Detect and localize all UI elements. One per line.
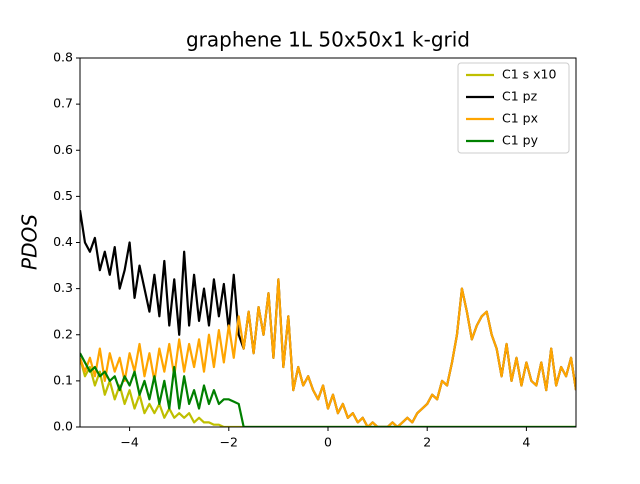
legend-label: C1 pz [502, 89, 538, 104]
y-tick-label: 0.8 [53, 50, 73, 65]
y-tick-label: 0.7 [53, 96, 73, 111]
legend-box [457, 62, 570, 154]
y-tick-label: 0.5 [53, 188, 73, 203]
y-tick-label: 0.4 [53, 234, 73, 249]
x-tick-label: −2 [220, 435, 238, 450]
legend-label: C1 py [502, 133, 539, 148]
x-tick-label: 4 [522, 435, 530, 450]
plot-frame [79, 57, 577, 428]
x-tick-label: −4 [120, 435, 138, 450]
legend-label: C1 s x10 [502, 67, 556, 82]
x-tick-label: 2 [423, 435, 431, 450]
line-series [80, 278, 576, 427]
y-axis-label: PDOS [18, 214, 42, 270]
line-series [80, 357, 576, 427]
y-tick-label: 0.2 [53, 326, 73, 341]
chart-title: graphene 1L 50x50x1 k-grid [186, 28, 470, 52]
line-series [80, 352, 576, 427]
legend-label: C1 px [502, 111, 538, 126]
y-tick-label: 0.6 [53, 142, 73, 157]
x-tick-label: 0 [324, 435, 332, 450]
y-tick-label: 0.3 [53, 280, 73, 295]
y-tick-label: 0.0 [53, 419, 73, 434]
y-tick-label: 0.1 [53, 372, 73, 387]
